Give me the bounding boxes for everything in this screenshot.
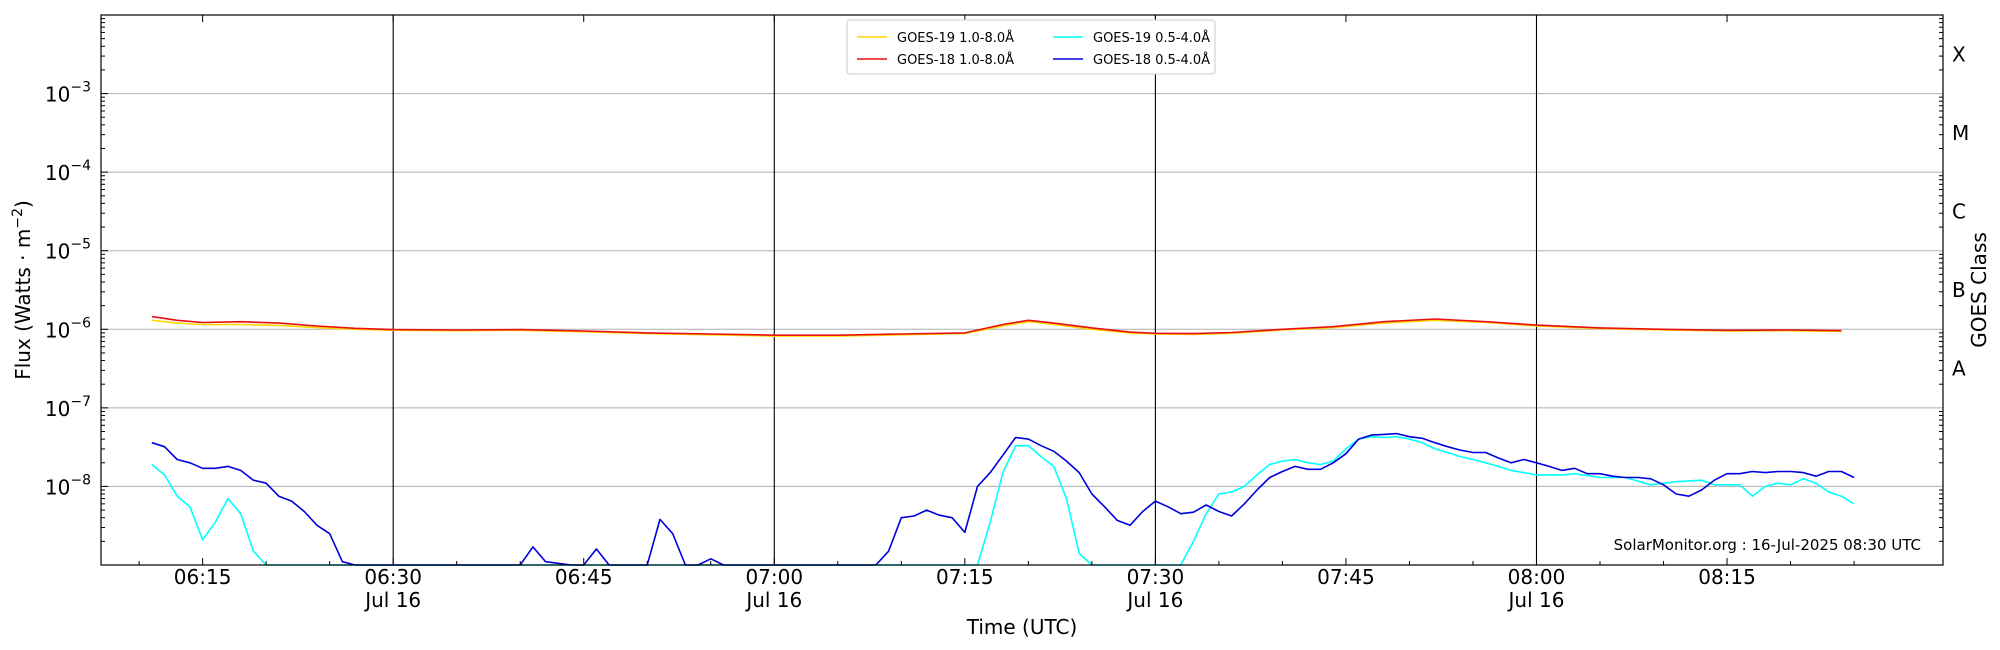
x-tick-date-label: Jul 16 [363, 588, 421, 612]
legend-label: GOES-19 0.5-4.0Å [1093, 30, 1210, 46]
legend: GOES-19 1.0-8.0Å GOES-18 1.0-8.0Å GOES-19 … [846, 19, 1216, 75]
y-tick-base: 10 [45, 397, 70, 421]
x-tick-label: 07:30 [1127, 565, 1185, 589]
goes-class-label: B [1952, 278, 1966, 302]
x-tick-label: 07:00 [745, 565, 803, 589]
grid-layer [101, 93, 1943, 487]
x-tick-date-label: Jul 16 [1507, 588, 1565, 612]
vertical-day-lines [392, 15, 1538, 565]
y-tick-exponent: −5 [70, 237, 91, 253]
goes-class-label: M [1952, 121, 1969, 145]
series-line-1 [151, 319, 1842, 337]
y-tick-base: 10 [45, 318, 70, 342]
goes-class-label: C [1952, 199, 1966, 223]
series-layer [151, 315, 1855, 566]
y-axis-label-exponent: −2 [10, 208, 26, 229]
x-tick-label: 06:45 [555, 565, 613, 589]
y-tick-label: 10−5 [45, 237, 91, 264]
y-tick-label: 10−7 [45, 394, 91, 421]
y-tick-label: 10−8 [45, 472, 91, 499]
legend-box [846, 19, 1216, 75]
legend-label: GOES-18 1.0-8.0Å [897, 52, 1014, 68]
y-axis-label-close: ) [11, 200, 35, 208]
y-tick-exponent: −8 [70, 472, 91, 488]
legend-label: GOES-18 0.5-4.0Å [1093, 52, 1210, 68]
tick-layer [101, 15, 1943, 565]
series-line-4 [151, 432, 1855, 566]
legend-label: GOES-19 1.0-8.0Å [897, 30, 1014, 46]
y-tick-label: 10−6 [45, 315, 91, 342]
x-axis-label: Time (UTC) [966, 615, 1078, 639]
goes-class-label: A [1952, 357, 1966, 381]
y-tick-label: 10−3 [45, 80, 91, 107]
x-tick-label: 08:00 [1508, 565, 1566, 589]
x-tick-label: 07:45 [1317, 565, 1375, 589]
x-tick-label: 08:15 [1698, 565, 1756, 589]
y-tick-base: 10 [45, 83, 70, 107]
plot-frame [100, 14, 1944, 566]
credit-label: SolarMonitor.org : 16-Jul-2025 08:30 UTC [1614, 536, 1921, 554]
series-line-3 [151, 435, 1855, 566]
goes-class-axis-label: GOES Class [1967, 232, 1991, 348]
y-tick-base: 10 [45, 475, 70, 499]
x-tick-label: 07:15 [936, 565, 994, 589]
y-axis-label: Flux (Watts · m−2) [10, 200, 35, 380]
y-tick-exponent: −3 [70, 80, 91, 96]
goes-class-label: X [1952, 42, 1966, 66]
y-axis-label-main: Flux (Watts · m [11, 229, 35, 380]
y-tick-exponent: −4 [70, 158, 91, 174]
y-tick-exponent: −7 [70, 394, 91, 410]
series-line-2 [151, 315, 1842, 337]
y-tick-exponent: −6 [70, 315, 91, 331]
x-tick-date-label: Jul 16 [1125, 588, 1183, 612]
y-tick-base: 10 [45, 161, 70, 185]
x-tick-label: 06:30 [364, 565, 422, 589]
x-tick-label: 06:15 [174, 565, 232, 589]
x-tick-date-label: Jul 16 [744, 588, 802, 612]
y-tick-base: 10 [45, 240, 70, 264]
y-tick-label: 10−4 [45, 158, 91, 185]
label-layer: Time (UTC) Flux (Watts · m−2) GOES Class… [10, 42, 1991, 639]
